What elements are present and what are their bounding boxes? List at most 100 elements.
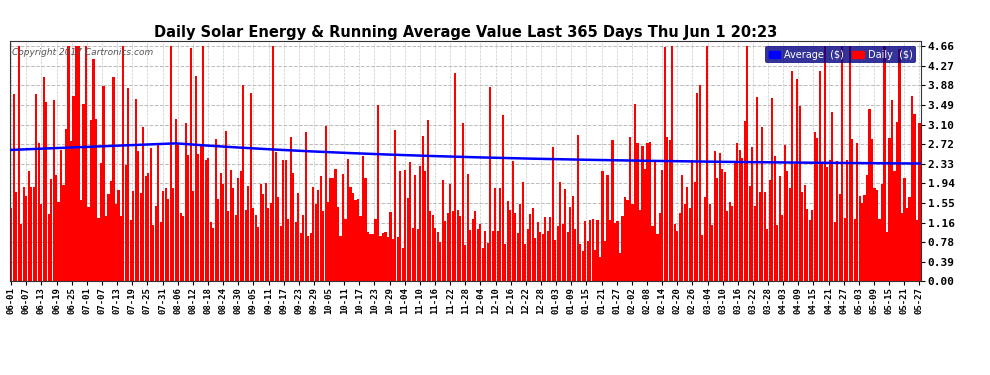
Bar — [612, 140, 614, 281]
Bar — [632, 204, 634, 281]
Bar — [382, 233, 384, 281]
Bar — [415, 175, 417, 281]
Bar — [322, 211, 324, 281]
Bar — [848, 46, 850, 281]
Bar — [711, 225, 714, 281]
Bar — [529, 214, 532, 281]
Bar — [145, 176, 147, 281]
Bar — [177, 143, 179, 281]
Bar — [43, 77, 45, 281]
Bar — [456, 210, 459, 281]
Bar — [442, 180, 444, 281]
Bar — [527, 229, 529, 281]
Bar — [906, 208, 908, 281]
Bar — [77, 46, 79, 281]
Bar — [753, 207, 755, 281]
Bar — [689, 209, 691, 281]
Bar — [871, 139, 873, 281]
Bar — [569, 207, 571, 281]
Bar — [417, 229, 419, 281]
Bar — [13, 94, 15, 281]
Bar — [766, 229, 768, 281]
Bar — [437, 232, 439, 281]
Bar — [509, 210, 511, 281]
Bar — [409, 162, 412, 281]
Bar — [634, 104, 636, 281]
Bar — [863, 195, 865, 281]
Bar — [742, 158, 743, 281]
Bar — [330, 178, 332, 281]
Bar — [397, 237, 399, 281]
Bar — [67, 46, 69, 281]
Bar — [664, 47, 666, 281]
Bar — [886, 232, 888, 281]
Bar — [676, 231, 678, 281]
Bar — [327, 202, 329, 281]
Bar — [579, 244, 581, 281]
Bar — [866, 175, 868, 281]
Bar — [202, 46, 204, 281]
Bar — [651, 226, 653, 281]
Bar — [834, 222, 836, 281]
Bar — [873, 188, 875, 281]
Bar — [806, 209, 808, 281]
Bar — [107, 194, 110, 281]
Bar — [546, 231, 548, 281]
Bar — [325, 126, 327, 281]
Bar — [648, 142, 651, 281]
Bar — [614, 223, 616, 281]
Bar — [412, 228, 414, 281]
Bar — [379, 236, 381, 281]
Bar — [846, 160, 848, 281]
Bar — [784, 145, 786, 281]
Bar — [839, 194, 841, 281]
Bar — [574, 228, 576, 281]
Bar — [392, 239, 394, 281]
Bar — [23, 186, 25, 281]
Bar — [125, 165, 127, 281]
Bar — [591, 219, 594, 281]
Bar — [607, 174, 609, 281]
Bar — [542, 234, 544, 281]
Bar — [195, 76, 197, 281]
Bar — [878, 219, 880, 281]
Bar — [369, 234, 371, 281]
Bar — [816, 138, 818, 281]
Bar — [10, 207, 12, 281]
Bar — [40, 204, 43, 281]
Bar — [686, 187, 688, 281]
Bar — [911, 96, 913, 281]
Bar — [617, 221, 619, 281]
Bar — [262, 194, 264, 281]
Bar — [154, 206, 157, 281]
Bar — [85, 46, 87, 281]
Bar — [72, 96, 74, 281]
Bar — [843, 217, 845, 281]
Bar — [28, 171, 30, 281]
Bar — [876, 190, 878, 281]
Bar — [669, 140, 671, 281]
Bar — [200, 146, 202, 281]
Bar — [162, 190, 164, 281]
Bar — [60, 150, 62, 281]
Bar — [535, 238, 537, 281]
Bar — [556, 226, 558, 281]
Bar — [522, 182, 524, 281]
Bar — [149, 148, 151, 281]
Bar — [113, 77, 115, 281]
Bar — [681, 176, 683, 281]
Text: Copyright 2017 Cartronics.com: Copyright 2017 Cartronics.com — [12, 48, 153, 57]
Bar — [814, 132, 816, 281]
Bar — [135, 99, 137, 281]
Bar — [207, 158, 209, 281]
Bar — [315, 204, 317, 281]
Bar — [30, 187, 32, 281]
Bar — [420, 166, 422, 281]
Bar — [357, 199, 359, 281]
Bar — [602, 171, 604, 281]
Bar — [719, 153, 721, 281]
Bar — [435, 228, 437, 281]
Bar — [185, 123, 187, 281]
Bar — [551, 147, 553, 281]
Bar — [519, 204, 522, 281]
